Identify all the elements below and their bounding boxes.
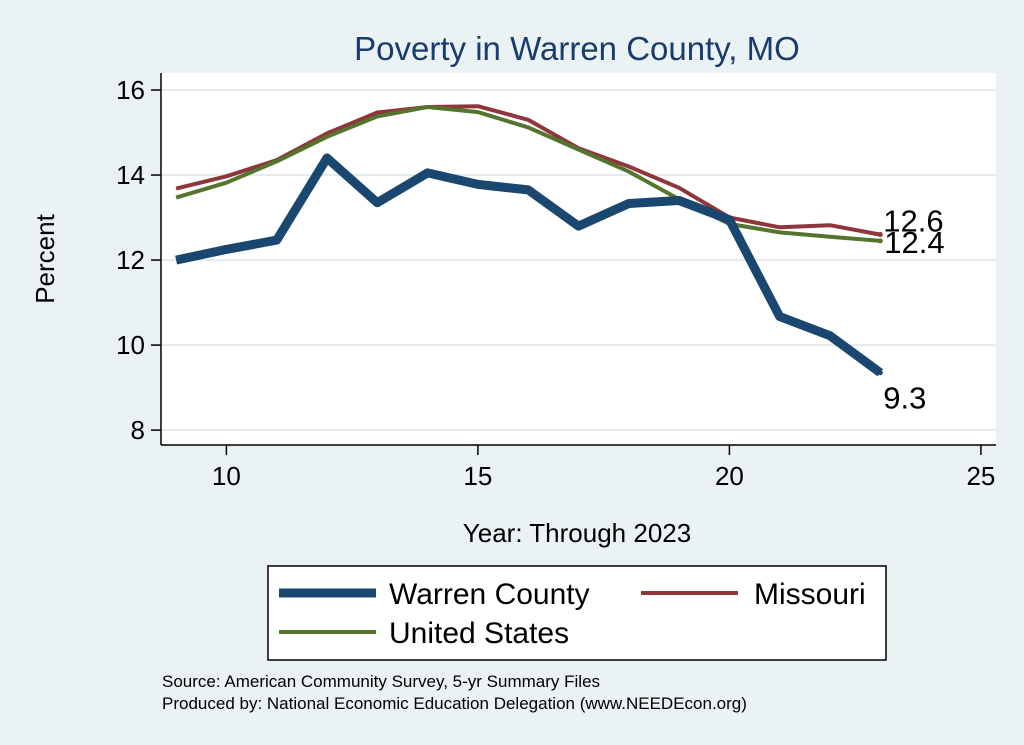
series-line-warren-county <box>175 153 883 377</box>
end-label-missouri: 12.6 <box>883 204 943 239</box>
series-lines <box>175 104 883 377</box>
series-line-united-states <box>175 105 881 243</box>
x-axis-title: Year: Through 2023 <box>463 518 691 548</box>
x-tick-label: 15 <box>463 461 492 491</box>
end-label-united-states: 12.4 <box>884 225 944 260</box>
gridlines <box>161 89 996 432</box>
legend-label-united-states: United States <box>389 617 569 650</box>
produced-by-note: Produced by: National Economic Education… <box>162 694 747 713</box>
legend-box <box>267 565 887 661</box>
y-tick-label: 12 <box>116 245 145 275</box>
y-tick-label: 16 <box>116 75 145 105</box>
series-endpoint-warren-county <box>877 370 883 376</box>
y-tick-label: 8 <box>131 415 145 445</box>
chart-title: Poverty in Warren County, MO <box>354 30 800 67</box>
end-label-warren-county: 9.3 <box>883 381 926 416</box>
legend: Warren County Missouri United States <box>267 565 887 661</box>
y-tick-label: 10 <box>116 330 145 360</box>
y-axis-ticks: 8 10 12 14 16 <box>116 75 161 445</box>
legend-label-warren-county: Warren County <box>389 578 590 611</box>
plot-area <box>161 73 996 445</box>
x-axis-ticks: 10 15 20 25 <box>212 445 995 491</box>
series-endpoint-missouri <box>877 232 883 238</box>
y-tick-label: 14 <box>116 160 145 190</box>
y-axis-title: Percent <box>30 213 60 303</box>
legend-label-missouri: Missouri <box>754 578 866 611</box>
x-tick-label: 25 <box>966 461 995 491</box>
source-note: Source: American Community Survey, 5-yr … <box>162 672 600 691</box>
series-end-labels: 12.612.4 9.3 <box>883 204 944 416</box>
x-tick-label: 20 <box>715 461 744 491</box>
series-endpoint-united-states <box>877 238 883 244</box>
x-tick-label: 10 <box>212 461 241 491</box>
